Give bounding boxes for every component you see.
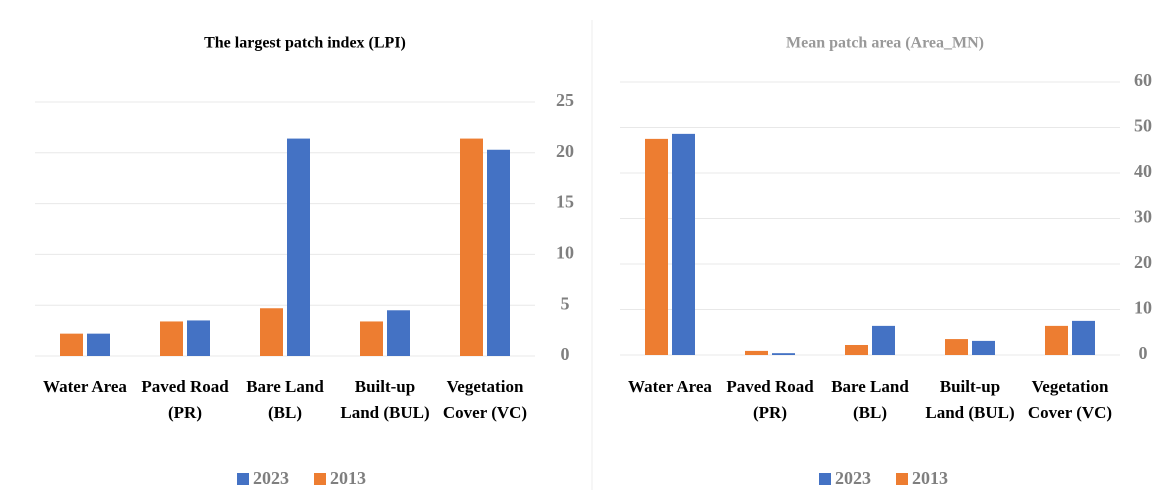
legend-swatch xyxy=(819,473,831,485)
y-tick-label: 10 xyxy=(1134,298,1152,318)
x-tick-label: Bare Land (BL) xyxy=(831,377,909,422)
x-tick-label: Vegetation Cover (VC) xyxy=(442,377,528,422)
bar xyxy=(187,320,210,356)
x-tick-label: Water Area xyxy=(43,377,127,396)
y-tick-label: 0 xyxy=(1139,343,1148,363)
x-tick-label: Paved Road (PR) xyxy=(141,377,229,422)
bar xyxy=(745,350,768,355)
x-tick-label: Vegetation Cover (VC) xyxy=(1027,377,1113,422)
x-tick-label: Water Area xyxy=(628,377,712,396)
bar xyxy=(160,321,183,356)
legend-swatch xyxy=(314,473,326,485)
x-tick-label: Paved Road (PR) xyxy=(726,377,814,422)
bar xyxy=(1072,320,1095,355)
y-tick-label: 5 xyxy=(561,293,570,313)
bar xyxy=(60,333,83,356)
y-tick-label: 30 xyxy=(1134,207,1152,227)
y-tick-label: 50 xyxy=(1134,116,1152,136)
legend-swatch xyxy=(896,473,908,485)
legend-label: 2013 xyxy=(912,468,948,488)
bar xyxy=(772,353,795,355)
y-tick-label: 60 xyxy=(1134,70,1152,90)
y-tick-label: 0 xyxy=(561,344,570,364)
bar xyxy=(87,333,110,356)
legend-label: 2023 xyxy=(253,468,289,488)
y-tick-label: 25 xyxy=(556,90,574,110)
bar xyxy=(872,325,895,355)
bar xyxy=(287,138,310,356)
x-tick-label: Built-up Land (BUL) xyxy=(925,377,1015,422)
x-tick-label: Built-up Land (BUL) xyxy=(340,377,430,422)
y-tick-label: 20 xyxy=(1134,252,1152,272)
bar xyxy=(387,310,410,356)
chart-title: Mean patch area (Area_MN) xyxy=(786,35,984,52)
bar xyxy=(487,149,510,356)
legend-label: 2023 xyxy=(835,468,871,488)
chart-title: The largest patch index (LPI) xyxy=(204,35,406,52)
bar xyxy=(845,344,868,355)
x-tick-label: Bare Land (BL) xyxy=(246,377,324,422)
bar xyxy=(972,340,995,355)
bar xyxy=(460,138,483,356)
y-tick-label: 15 xyxy=(556,192,574,212)
bar xyxy=(360,321,383,356)
legend-label: 2013 xyxy=(330,468,366,488)
legend-swatch xyxy=(237,473,249,485)
bar xyxy=(672,133,695,355)
y-tick-label: 40 xyxy=(1134,161,1152,181)
bar xyxy=(1045,325,1068,355)
y-tick-label: 20 xyxy=(556,141,574,161)
y-tick-label: 10 xyxy=(556,243,574,263)
bar xyxy=(945,339,968,355)
bar xyxy=(260,308,283,356)
bar xyxy=(645,138,668,355)
